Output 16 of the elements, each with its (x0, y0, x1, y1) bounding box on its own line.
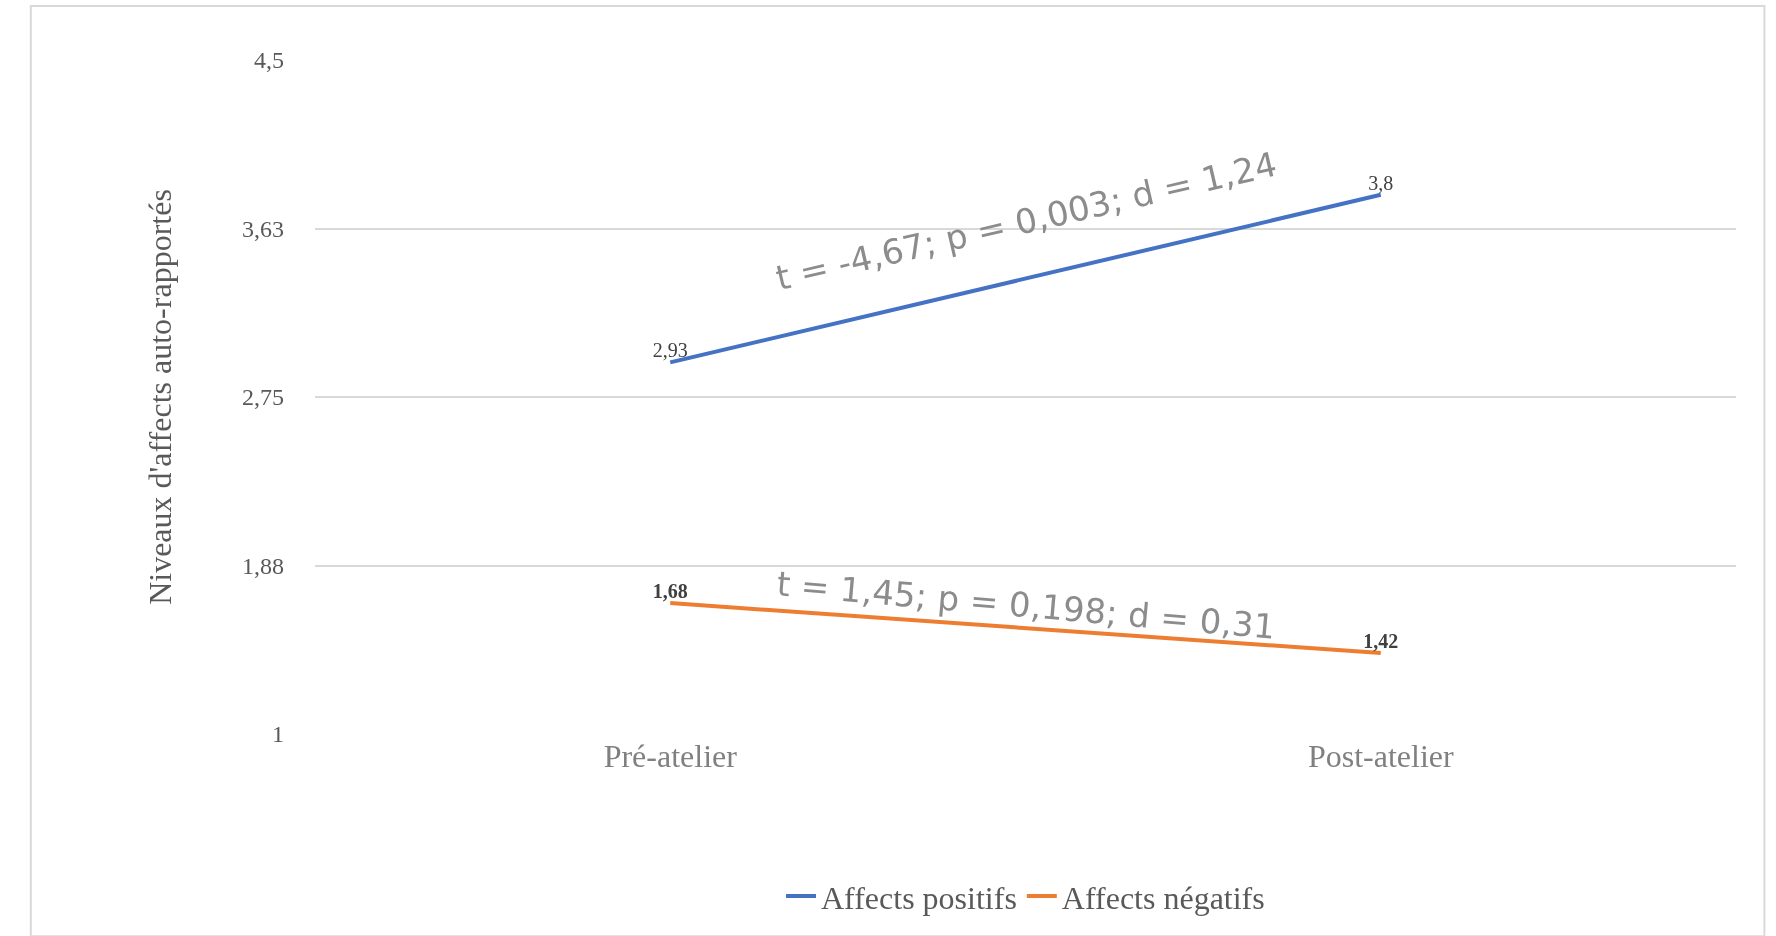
y-tick-label: 2,75 (242, 384, 284, 411)
y-tick-label: 1,88 (242, 552, 284, 579)
y-axis-title: Niveaux d'affects auto-rapportés (142, 189, 179, 605)
legend-label: Affects positifs (821, 879, 1017, 916)
x-tick-label: Pré-atelier (603, 738, 738, 774)
y-tick-label: 4,5 (254, 47, 284, 74)
y-tick-label: 1 (272, 721, 284, 748)
data-label: 2,93 (652, 339, 688, 362)
data-label: 1,68 (652, 580, 688, 603)
annotation: t = 1,45; p = 0,198; d = 0,31 (775, 563, 1277, 647)
data-label: 3,8 (1368, 171, 1394, 194)
y-tick-label: 3,63 (242, 215, 284, 242)
data-label: 1,42 (1363, 630, 1399, 653)
legend-label: Affects négatifs (1061, 879, 1265, 916)
annotation: t = -4,67; p = 0,003; d = 1,24 (772, 143, 1281, 298)
x-tick-label: Post-atelier (1307, 738, 1454, 774)
